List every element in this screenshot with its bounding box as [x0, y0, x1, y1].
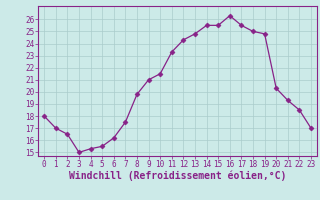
X-axis label: Windchill (Refroidissement éolien,°C): Windchill (Refroidissement éolien,°C)	[69, 171, 286, 181]
